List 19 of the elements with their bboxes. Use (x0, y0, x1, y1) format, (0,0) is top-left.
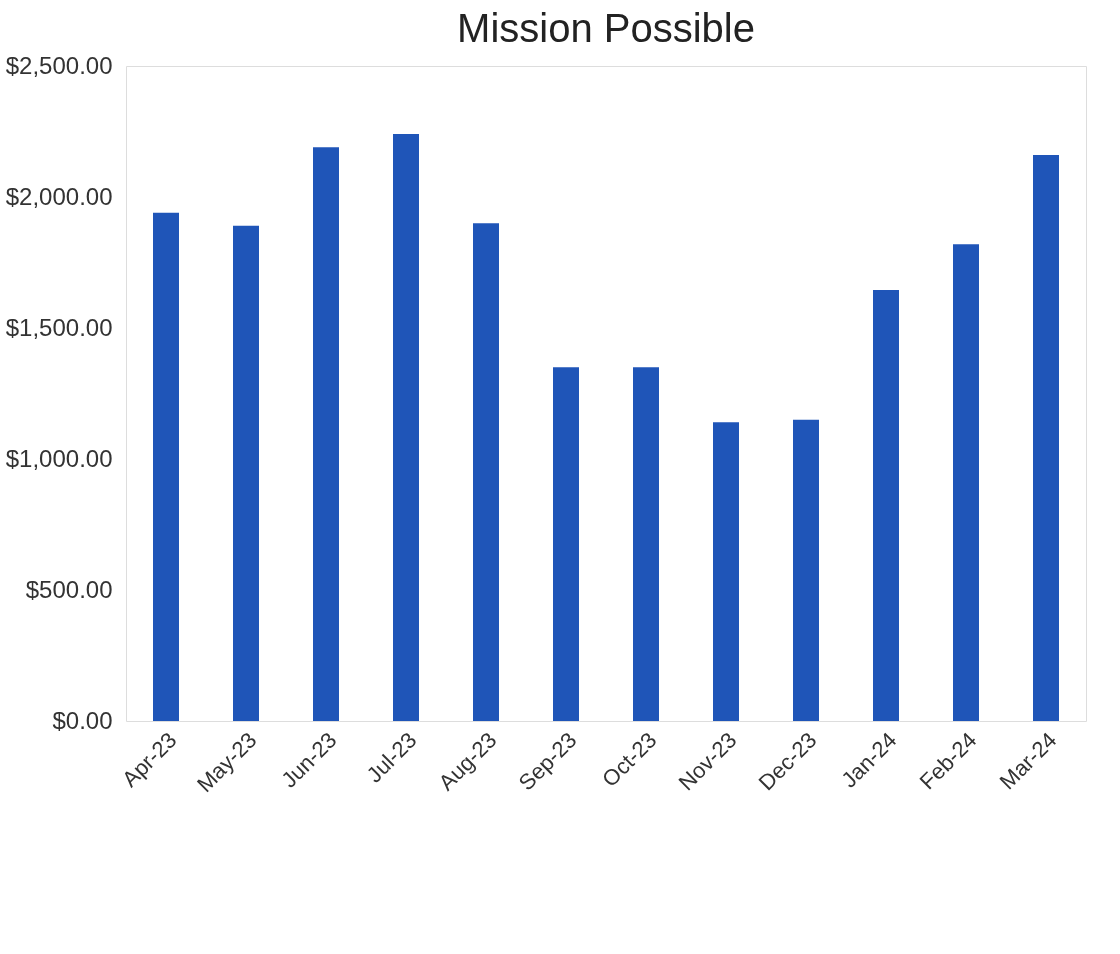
chart-title: Mission Possible (457, 6, 755, 50)
bar (393, 134, 419, 721)
bar (553, 367, 579, 721)
bar (793, 419, 819, 721)
bar (713, 422, 739, 721)
bar (873, 290, 899, 721)
y-tick-label: $500.00 (25, 575, 113, 603)
y-tick-label: $0.00 (52, 706, 113, 734)
y-tick-label: $2,000.00 (5, 182, 113, 210)
bar (153, 212, 179, 721)
bar (313, 147, 339, 721)
bar (473, 223, 499, 721)
bar (1033, 155, 1059, 721)
y-tick-label: $1,000.00 (5, 444, 113, 472)
bar (953, 244, 979, 721)
bar (633, 367, 659, 721)
bar (233, 225, 259, 721)
y-tick-label: $2,500.00 (5, 51, 113, 79)
y-tick-label: $1,500.00 (5, 313, 113, 341)
